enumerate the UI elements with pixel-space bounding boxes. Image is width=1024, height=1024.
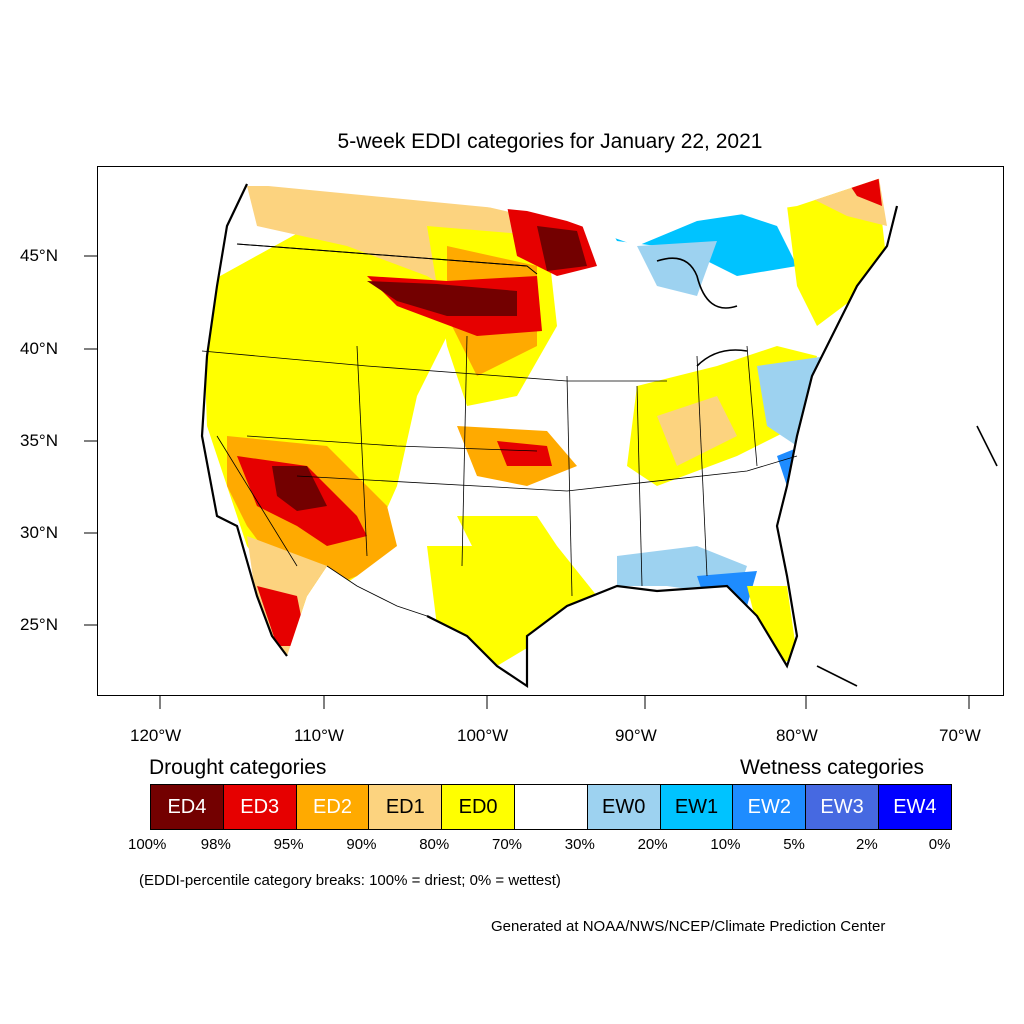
map-plot-area [97, 166, 1004, 696]
latitude-label: 30°N [20, 523, 58, 542]
legend-break-label: 70% [492, 836, 523, 853]
chart-title: 5-week EDDI categories for January 22, 2… [337, 130, 763, 153]
longitude-label: 100°W [457, 726, 509, 745]
legend-swatch: EW4 [878, 784, 952, 830]
legend-break-label: 0% [928, 836, 951, 853]
category-note: (EDDI-percentile category breaks: 100% =… [139, 872, 561, 889]
longitude-label: 90°W [615, 726, 657, 745]
borders [200, 183, 998, 689]
legend-break-label: 80% [419, 836, 450, 853]
legend-break-label: 5% [783, 836, 805, 853]
legend-break-label: 20% [637, 836, 668, 853]
wetness-categories-heading: Wetness categories [740, 756, 925, 779]
legend-break-label: 2% [856, 836, 878, 853]
legend-break-label: 90% [346, 836, 377, 853]
legend-swatch: ED1 [368, 784, 443, 830]
legend-swatch: EW0 [586, 784, 661, 830]
latitude-label: 25°N [20, 615, 58, 634]
latitude-label: 45°N [20, 246, 58, 265]
legend-break-label: 10% [710, 836, 741, 853]
longitude-label: 70°W [939, 726, 981, 745]
legend-swatch: ED2 [295, 784, 370, 830]
legend-swatch: ED3 [222, 784, 297, 830]
legend-break-label: 98% [200, 836, 231, 853]
drought-categories-heading: Drought categories [149, 756, 327, 779]
legend-swatch: ED0 [441, 784, 515, 830]
legend-swatch: EW1 [659, 784, 734, 830]
legend-break-label: 30% [564, 836, 595, 853]
latitude-label: 40°N [20, 339, 58, 358]
longitude-label: 110°W [294, 726, 344, 745]
legend-break-label: 95% [273, 836, 304, 853]
legend-swatch: ED4 [150, 784, 224, 830]
legend-swatch: EW3 [805, 784, 879, 830]
longitude-label: 120°W [130, 726, 182, 745]
legend-swatch [514, 784, 588, 830]
credit-line: Generated at NOAA/NWS/NCEP/Climate Predi… [491, 918, 886, 935]
latitude-label: 35°N [20, 431, 58, 450]
legend-break-label: 100% [128, 836, 167, 853]
legend-swatch: EW2 [732, 784, 807, 830]
longitude-label: 80°W [776, 726, 818, 745]
